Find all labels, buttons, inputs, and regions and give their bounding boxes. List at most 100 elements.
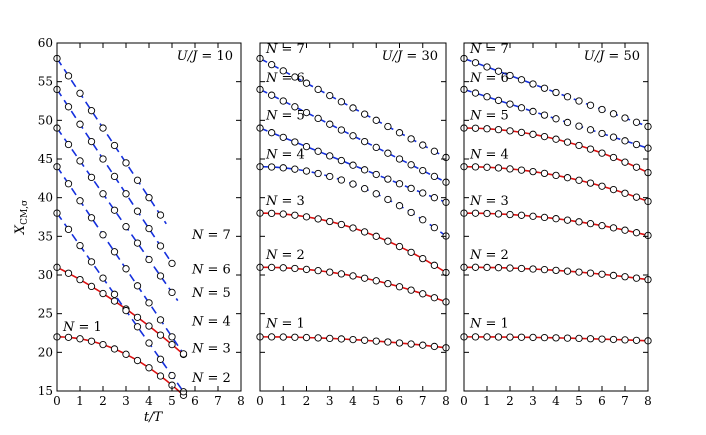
data-point-p3-n1 xyxy=(506,333,514,341)
data-point-p3-n3 xyxy=(471,209,480,217)
data-point-p3-n1 xyxy=(552,334,560,342)
data-point-p1-n1 xyxy=(76,335,84,343)
data-point-p3-n1 xyxy=(483,333,491,341)
data-point-p2-n6 xyxy=(314,114,322,123)
data-point-p2-n3 xyxy=(302,213,311,221)
data-point-p1-n4 xyxy=(156,316,165,324)
data-point-p3-n5 xyxy=(483,125,491,133)
data-point-p2-n5 xyxy=(395,180,404,188)
data-point-p2-n5 xyxy=(430,194,439,202)
data-point-p3-n2 xyxy=(483,263,491,272)
x-tick-label: 1 xyxy=(279,394,287,408)
data-point-p2-n1 xyxy=(372,337,380,345)
series-label-p1-n2: N = 2 xyxy=(191,371,231,386)
data-point-p3-n3 xyxy=(552,215,560,223)
data-point-p3-n2 xyxy=(598,270,606,278)
data-point-p3-n6 xyxy=(609,133,618,141)
data-point-p2-n6 xyxy=(302,108,311,117)
data-point-p3-n6 xyxy=(632,140,641,149)
data-point-p2-n4 xyxy=(419,216,427,224)
data-point-p1-n1 xyxy=(122,350,130,358)
data-point-p2-n2 xyxy=(267,263,276,272)
data-point-p1-n3 xyxy=(133,323,142,331)
x-tick-label: 4 xyxy=(349,394,357,408)
data-point-p1-n7 xyxy=(76,89,84,97)
data-point-p1-n6 xyxy=(76,120,84,128)
series-line-p1-n7 xyxy=(56,58,167,225)
series-label-p1-n7: N = 7 xyxy=(191,228,231,243)
x-tick-label: 6 xyxy=(396,394,404,408)
data-point-p1-n5 xyxy=(122,223,130,231)
data-point-p1-n7 xyxy=(87,107,96,115)
data-point-p1-n2 xyxy=(168,340,176,349)
x-tick-label: 2 xyxy=(99,394,107,408)
data-point-p1-n6 xyxy=(156,242,165,250)
series-label-p2-n6: N = 6 xyxy=(265,71,305,86)
data-point-p1-n7 xyxy=(110,141,119,150)
y-tick-label: 50 xyxy=(38,113,53,127)
data-point-p2-n6 xyxy=(372,143,380,152)
data-point-p3-n5 xyxy=(540,132,549,141)
data-point-p3-n5 xyxy=(586,145,595,153)
data-point-p2-n6 xyxy=(291,103,299,111)
data-point-p1-n5 xyxy=(99,190,107,198)
data-point-p3-n6 xyxy=(586,126,595,134)
data-point-p2-n7 xyxy=(360,110,369,118)
data-point-p3-n2 xyxy=(575,268,583,276)
x-tick-label: 7 xyxy=(419,394,427,408)
data-point-p2-n4 xyxy=(360,185,369,193)
data-point-p1-n3 xyxy=(168,371,176,380)
series-label-p3-n4: N = 4 xyxy=(469,147,509,162)
y-axis-label: XCM,σ xyxy=(13,200,30,235)
data-point-p2-n1 xyxy=(267,333,276,341)
data-point-p3-n7 xyxy=(563,93,572,101)
data-point-p3-n6 xyxy=(621,137,629,145)
data-point-p1-n1 xyxy=(110,345,119,353)
data-point-p3-n6 xyxy=(598,129,606,138)
series-line-p2-n3 xyxy=(259,212,447,274)
x-tick-label: 1 xyxy=(483,394,491,408)
data-point-p3-n3 xyxy=(598,222,606,230)
series-label-p3-n7: N = 7 xyxy=(469,42,509,57)
x-tick-label: 8 xyxy=(442,394,450,408)
series-label-p3-n1: N = 1 xyxy=(469,317,509,332)
y-tick-label: 15 xyxy=(38,384,53,398)
y-tick-label: 40 xyxy=(38,191,53,205)
data-point-p3-n3 xyxy=(632,229,641,237)
data-point-p2-n7 xyxy=(267,61,276,69)
x-tick-label: 4 xyxy=(552,394,560,408)
data-point-p3-n6 xyxy=(483,93,491,101)
data-point-p1-n3 xyxy=(87,258,96,266)
data-point-p3-n6 xyxy=(563,118,572,127)
data-point-p3-n6 xyxy=(529,107,537,116)
data-point-p2-n2 xyxy=(337,270,346,278)
data-point-p2-n3 xyxy=(430,261,439,269)
data-point-p3-n6 xyxy=(517,104,526,112)
data-point-p2-n3 xyxy=(395,242,404,251)
data-point-p2-n2 xyxy=(372,277,380,285)
data-point-p1-n4 xyxy=(179,350,188,358)
panel-annotation-1: U/J = 10 xyxy=(177,49,233,64)
data-point-p2-n1 xyxy=(430,342,439,351)
data-point-p2-n3 xyxy=(419,254,427,263)
data-point-p2-n1 xyxy=(349,335,357,344)
data-point-p2-n5 xyxy=(337,156,346,165)
data-point-p3-n7 xyxy=(471,59,480,67)
data-point-p2-n4 xyxy=(430,223,439,232)
x-tick-label: 0 xyxy=(53,394,61,408)
series-label-p2-n4: N = 4 xyxy=(265,147,305,162)
series-line-p1-n3 xyxy=(56,212,185,393)
series-label-p2-n2: N = 2 xyxy=(265,248,305,263)
data-point-p2-n6 xyxy=(360,137,369,146)
data-point-p3-n7 xyxy=(632,118,641,126)
y-tick-label: 30 xyxy=(38,268,53,282)
data-point-p2-n7 xyxy=(337,98,346,106)
x-axis-label: t/T xyxy=(144,410,164,425)
x-tick-label: 0 xyxy=(256,394,264,408)
data-point-p3-n7 xyxy=(517,76,526,84)
series-line-p1-n5 xyxy=(56,127,179,302)
series-label-p1-n5: N = 5 xyxy=(191,286,231,301)
data-point-p3-n1 xyxy=(494,333,503,341)
data-point-p2-n3 xyxy=(291,211,299,219)
data-point-p2-n4 xyxy=(314,169,322,178)
